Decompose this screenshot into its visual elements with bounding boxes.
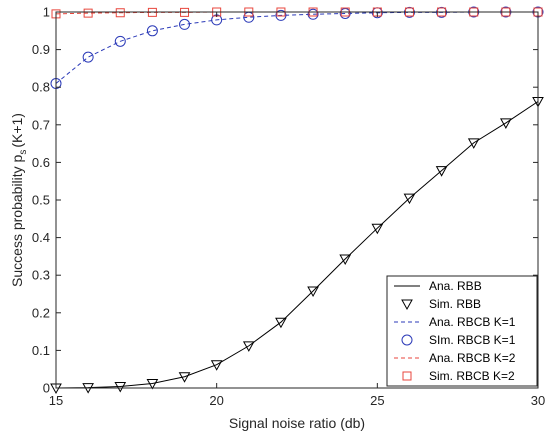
legend-marker-5: [402, 371, 412, 381]
series-marker-1: [178, 372, 191, 383]
y-axis-label-main: Success probability p: [9, 154, 25, 287]
series-marker-5: [115, 8, 125, 18]
legend-marker-1: [401, 299, 413, 311]
series-marker-1: [210, 360, 223, 371]
series-line-2: [55, 11, 538, 84]
x-tick-label: 25: [370, 393, 384, 408]
series-marker-1: [371, 223, 384, 235]
legend-marker-3: [401, 334, 413, 346]
series-marker-3: [179, 18, 191, 30]
legend-label-5: Sim. RBCB K=2: [429, 369, 515, 383]
series-line-0: [55, 101, 539, 389]
series-marker-5: [83, 8, 93, 18]
y-tick-label: 1: [43, 5, 50, 20]
series-marker-1: [146, 378, 159, 390]
series-marker-3: [82, 51, 94, 63]
legend-label-3: SIm. RBCB K=1: [429, 333, 516, 347]
legend: Ana. RBB Sim. RBB Ana. RBCB K=1 SIm. RBCB K…: [386, 275, 538, 387]
series-marker-1: [275, 317, 287, 329]
series-marker-3: [339, 8, 351, 20]
series-marker-1: [500, 118, 512, 129]
series-marker-3: [146, 25, 158, 37]
series-marker-1: [242, 341, 255, 352]
legend-box: [386, 275, 538, 387]
y-tick-label: 0.1: [32, 343, 50, 358]
series-marker-1: [307, 286, 319, 298]
y-tick-label: 0.3: [32, 268, 50, 283]
y-axis-label-suffix: (K+1): [9, 113, 25, 148]
legend-items: Ana. RBB Sim. RBB Ana. RBCB K=1 SIm. RBCB K…: [394, 279, 516, 383]
series-marker-3: [307, 8, 319, 20]
series-marker-3: [275, 9, 287, 21]
x-tick-label: 15: [49, 393, 63, 408]
series-marker-1: [435, 166, 448, 177]
y-tick-label: 0.6: [32, 155, 50, 170]
series-marker-1: [114, 381, 127, 393]
legend-label-1: Sim. RBB: [429, 297, 481, 311]
y-tick-label: 0.7: [32, 117, 50, 132]
y-tick-label: 0.8: [32, 80, 50, 95]
legend-label-2: Ana. RBCB K=1: [429, 315, 516, 329]
x-tick-label: 20: [209, 393, 223, 408]
y-tick-label: 0.9: [32, 42, 50, 57]
series-marker-1: [467, 138, 480, 149]
y-axis-label: Success probability ps (K+1): [9, 113, 29, 287]
series-marker-1: [403, 193, 416, 205]
y-axis-label-subscript: s: [18, 150, 29, 155]
x-axis-label: Signal noise ratio (db): [229, 415, 365, 431]
x-tick-label: 30: [531, 393, 545, 408]
y-tick-label: 0.5: [32, 193, 50, 208]
y-tick-label: 0: [43, 381, 50, 396]
series-marker-3: [114, 35, 126, 47]
y-tick-label: 0.2: [32, 305, 50, 320]
y-tick-label: 0.4: [32, 230, 50, 245]
legend-label-0: Ana. RBB: [429, 279, 482, 293]
axis-ticks: 15 20 25 30 0 0.1 0.2 0.3 0.4 0.5 0.6 0.7 0.8 0.9 1: [32, 5, 545, 409]
legend-label-4: Ana. RBCB K=2: [429, 351, 516, 365]
series-marker-1: [339, 254, 352, 266]
